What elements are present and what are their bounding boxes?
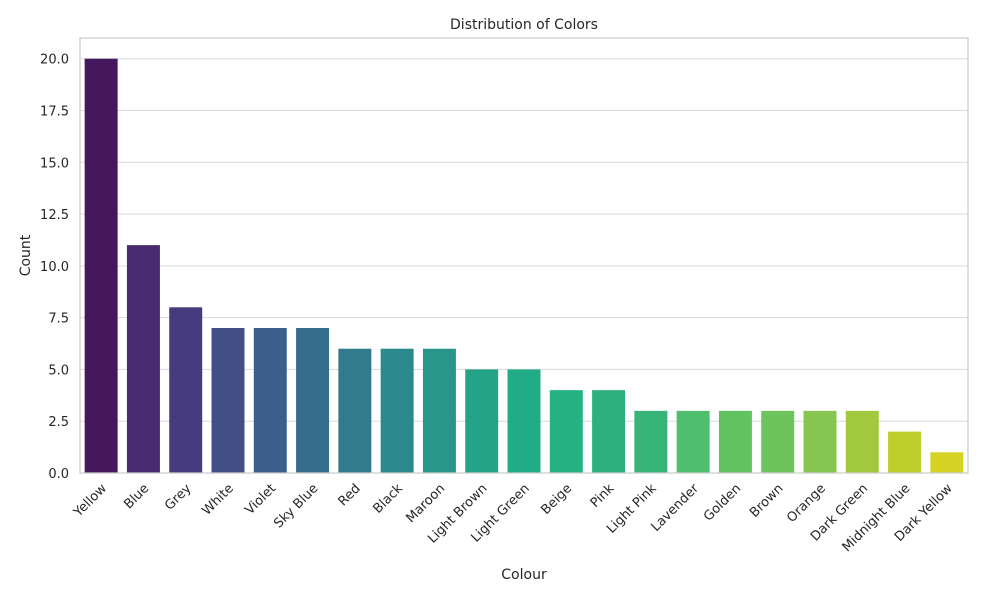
x-tick-label: Grey [162, 481, 195, 514]
y-axis-label: Count [18, 234, 34, 276]
y-tick-labels: 0.0 2.5 5.0 7.5 10.0 12.5 15.0 17.5 20.0 [40, 53, 69, 482]
x-tick-label: Sky Blue [271, 481, 321, 531]
x-tick-label: White [199, 481, 236, 518]
bar-midnight-blue [888, 431, 922, 473]
bar-red [338, 348, 372, 473]
y-tick-label: 15.0 [40, 156, 69, 171]
bar-golden [718, 410, 752, 473]
bar-pink [592, 390, 626, 473]
bar-grey [169, 307, 203, 473]
bar-dark-yellow [930, 452, 964, 473]
bars [84, 58, 964, 473]
chart-title: Distribution of Colors [450, 17, 598, 33]
plot-frame [79, 37, 969, 474]
bar-light-pink [634, 410, 668, 473]
bar-orange [803, 410, 837, 473]
bar-light-green [507, 369, 541, 473]
x-tick-label: Pink [588, 481, 618, 511]
y-tick-label: 7.5 [48, 312, 69, 327]
bar-maroon [422, 348, 456, 473]
bar-sky-blue [296, 328, 330, 473]
x-tick-label: Beige [538, 481, 575, 518]
x-tick-label: Blue [121, 481, 152, 512]
bar-white [211, 328, 245, 473]
bar-dark-green [845, 410, 879, 473]
x-tick-label: Black [370, 481, 406, 517]
x-tick-label: Red [336, 481, 364, 509]
x-tick-label: Yellow [70, 481, 110, 521]
x-axis-label: Colour [501, 567, 547, 583]
bar-blue [126, 245, 160, 473]
bar-lavender [676, 410, 710, 473]
y-tick-label: 10.0 [40, 260, 69, 275]
y-tick-label: 0.0 [48, 467, 69, 482]
x-tick-label: Violet [242, 481, 279, 518]
bar-violet [253, 328, 287, 473]
y-tick-label: 2.5 [48, 415, 69, 430]
bar-beige [549, 390, 583, 473]
x-tick-label: Golden [701, 481, 744, 524]
bar-brown [761, 410, 795, 473]
y-tick-label: 12.5 [40, 208, 69, 223]
bar-light-brown [465, 369, 499, 473]
x-tick-label: Brown [747, 481, 786, 520]
y-tick-label: 5.0 [48, 363, 69, 378]
bar-yellow [84, 58, 118, 473]
y-tick-label: 20.0 [40, 53, 69, 68]
y-tick-label: 17.5 [40, 105, 69, 120]
bar-black [380, 348, 414, 473]
